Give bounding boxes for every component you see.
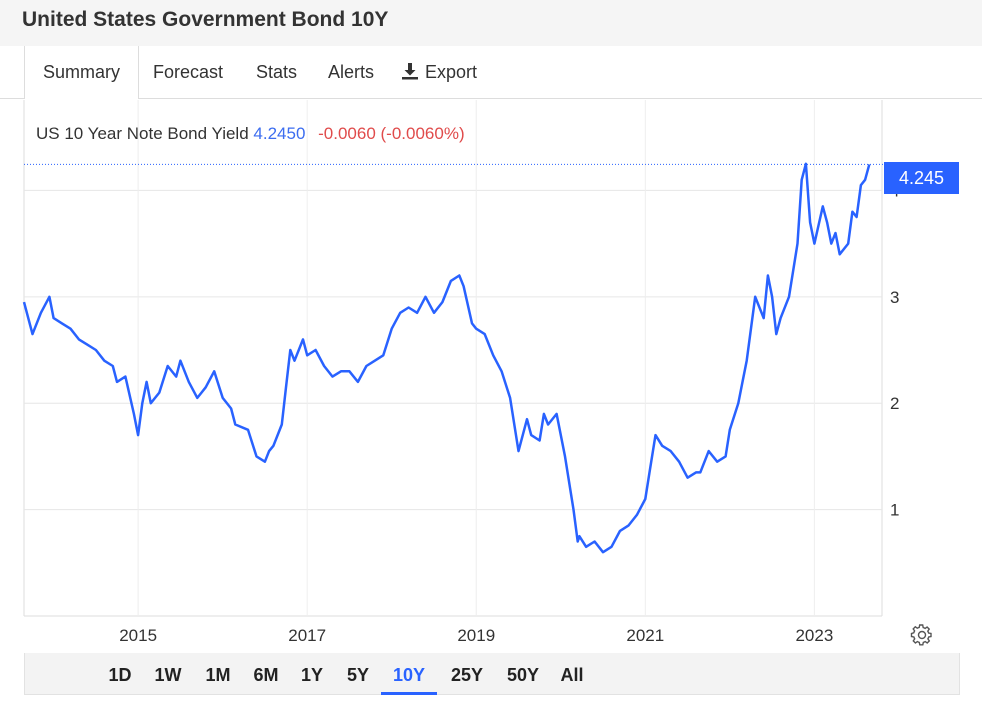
legend-value: 4.2450	[253, 124, 306, 143]
chart-grid	[23, 100, 883, 617]
tab-forecast[interactable]: Forecast	[153, 62, 224, 82]
title-bar: United States Government Bond 10Y	[0, 0, 982, 47]
x-tick-label: 2019	[457, 626, 495, 645]
x-tick-label: 2015	[119, 626, 157, 645]
range-1d[interactable]: 1D	[108, 665, 132, 685]
tab-summary[interactable]: Summary	[24, 46, 140, 99]
x-tick-label: 2023	[795, 626, 833, 645]
tab-export[interactable]: Export	[383, 46, 495, 98]
tab-alerts[interactable]: Alerts	[328, 62, 375, 82]
legend-series-name: US 10 Year Note Bond Yield	[36, 124, 249, 143]
legend-change: -0.0060 (-0.0060%)	[318, 124, 465, 143]
range-1w[interactable]: 1W	[154, 665, 182, 685]
y-tick-label: 2	[890, 394, 899, 413]
range-50y[interactable]: 50Y	[506, 665, 540, 685]
y-tick-label: 3	[890, 288, 899, 307]
range-1m[interactable]: 1M	[205, 665, 231, 685]
download-icon	[402, 63, 418, 80]
chart-legend: US 10 Year Note Bond Yield 4.2450 -0.006…	[36, 124, 465, 144]
x-tick-label: 2017	[288, 626, 326, 645]
last-value-badge: 4.245	[884, 162, 959, 194]
x-tick-label: 2021	[626, 626, 664, 645]
tab-bar: Summary Forecast Stats Alerts Export	[0, 46, 982, 99]
gear-icon[interactable]	[910, 623, 934, 647]
page-title: United States Government Bond 10Y	[22, 8, 389, 31]
range-1y[interactable]: 1Y	[300, 665, 324, 685]
x-axis: 2015 2017 2019 2021 2023	[119, 626, 833, 645]
range-6m[interactable]: 6M	[253, 665, 279, 685]
range-selector: 1D 1W 1M 6M 1Y 5Y 10Y 25Y 50Y All	[24, 653, 960, 695]
tab-export-label: Export	[425, 62, 478, 82]
range-5y[interactable]: 5Y	[346, 665, 370, 685]
range-25y[interactable]: 25Y	[450, 665, 484, 685]
y-axis: 1234	[890, 181, 899, 519]
tab-stats[interactable]: Stats	[256, 62, 298, 82]
range-10y[interactable]: 10Y	[381, 653, 437, 695]
series-line	[22, 162, 871, 554]
range-all[interactable]: All	[560, 665, 584, 685]
y-tick-label: 1	[890, 501, 899, 520]
